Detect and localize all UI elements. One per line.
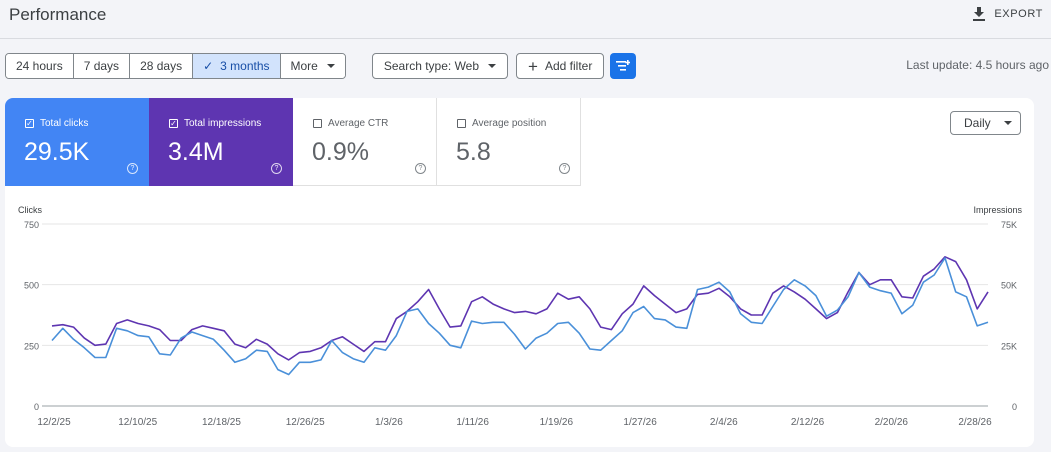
range-28-days-button[interactable]: 28 days — [130, 54, 194, 78]
range-more-button[interactable]: More — [280, 54, 345, 78]
left-axis-tick-label: 0 — [34, 402, 39, 412]
left-axis-tick-label: 250 — [24, 341, 39, 351]
metric-label-row: ✓ Total clicks — [25, 118, 88, 129]
right-axis-tick-label: 75K — [1001, 220, 1017, 230]
metric-average-ctr-value: 0.9% — [312, 138, 369, 166]
x-axis-tick-label: 12/10/25 — [118, 417, 157, 428]
help-icon[interactable]: ? — [415, 163, 426, 174]
add-filter-label: Add filter — [544, 59, 593, 73]
metric-total-clicks-label: Total clicks — [40, 118, 89, 129]
performance-card: ✓ Total clicks 29.5K ? ✓ Total impressio… — [5, 98, 1034, 447]
plus-icon: + — [528, 56, 538, 76]
right-axis-tick-label: 25K — [1001, 341, 1017, 351]
range-more-label: More — [290, 59, 318, 73]
granularity-label: Daily — [964, 116, 991, 130]
checkbox-unchecked-icon[interactable] — [457, 119, 466, 128]
help-icon[interactable]: ? — [127, 163, 138, 174]
dropdown-caret-icon — [488, 64, 497, 68]
filter-list-button[interactable] — [610, 53, 637, 79]
range-24-hours-button[interactable]: 24 hours — [6, 54, 74, 78]
range-24-hours-label: 24 hours — [16, 59, 63, 73]
performance-chart: 750 75K 500 50K 250 25K 0 0 Clicks Impressions 12/… — [18, 205, 1023, 428]
help-icon[interactable]: ? — [271, 163, 282, 174]
export-label: EXPORT — [994, 8, 1043, 20]
x-axis-tick-label: 12/18/25 — [202, 417, 241, 428]
series-line-total-clicks — [51, 257, 989, 376]
range-3-months-button[interactable]: ✓ 3 months — [193, 54, 281, 78]
checkbox-checked-icon[interactable]: ✓ — [169, 118, 178, 128]
metric-label-row: Average position — [457, 118, 546, 129]
checkbox-unchecked-icon[interactable] — [313, 119, 322, 128]
metric-average-position[interactable]: Average position 5.8 ? — [437, 98, 581, 186]
metric-average-position-label: Average position — [472, 118, 547, 129]
metric-average-ctr[interactable]: Average CTR 0.9% ? — [293, 98, 437, 186]
x-axis-tick-label: 2/12/26 — [791, 417, 825, 428]
range-7-days-label: 7 days — [83, 59, 120, 73]
metric-total-clicks-value: 29.5K — [24, 138, 90, 166]
page-title: Performance — [9, 5, 107, 24]
metric-average-position-value: 5.8 — [456, 138, 491, 166]
range-7-days-button[interactable]: 7 days — [73, 54, 131, 78]
x-axis-tick-label: 2/28/26 — [958, 417, 992, 428]
series-line-total-impressions — [51, 256, 989, 361]
range-28-days-label: 28 days — [140, 59, 183, 73]
metric-label-row: ✓ Total impressions — [169, 118, 261, 129]
download-icon — [973, 7, 986, 21]
check-icon: ✓ — [203, 59, 214, 73]
x-axis-tick-label: 12/2/25 — [37, 417, 71, 428]
checkbox-checked-icon[interactable]: ✓ — [25, 118, 34, 128]
x-axis-tick-label: 12/26/25 — [286, 417, 325, 428]
add-filter-button[interactable]: + Add filter — [516, 53, 605, 79]
filter-list-icon — [616, 60, 631, 71]
dropdown-caret-icon — [1003, 121, 1012, 125]
metric-total-impressions-value: 3.4M — [168, 138, 224, 166]
filter-row: 24 hours 7 days 28 days ✓ 3 months More … — [5, 53, 637, 79]
metric-total-impressions-label: Total impressions — [184, 118, 262, 129]
left-axis-tick-label: 500 — [24, 281, 39, 291]
top-bar: Performance EXPORT — [0, 0, 1051, 39]
metric-total-clicks[interactable]: ✓ Total clicks 29.5K ? — [5, 98, 149, 186]
date-range-selector: 24 hours 7 days 28 days ✓ 3 months More — [5, 53, 346, 79]
x-axis-tick-label: 2/4/26 — [710, 417, 738, 428]
last-update-text: Last update: 4.5 hours ago — [906, 58, 1049, 72]
x-axis-tick-label: 1/3/26 — [375, 417, 403, 428]
left-axis-title: Clicks — [18, 205, 42, 215]
search-type-dropdown[interactable]: Search type: Web — [371, 53, 509, 79]
right-axis-title: Impressions — [973, 205, 1022, 215]
range-3-months-label: 3 months — [220, 59, 270, 73]
x-axis-tick-label: 1/11/26 — [456, 417, 489, 428]
right-axis-tick-label: 0 — [1012, 402, 1017, 412]
granularity-dropdown[interactable]: Daily — [950, 111, 1021, 135]
left-axis-tick-label: 750 — [24, 220, 39, 230]
x-axis-tick-label: 1/19/26 — [540, 417, 574, 428]
dropdown-caret-icon — [326, 64, 335, 68]
metric-label-row: Average CTR — [313, 118, 388, 129]
search-type-label: Search type: Web — [383, 59, 480, 73]
metric-total-impressions[interactable]: ✓ Total impressions 3.4M ? — [149, 98, 293, 186]
export-button[interactable]: EXPORT — [972, 6, 1043, 22]
x-axis-tick-label: 2/20/26 — [875, 417, 909, 428]
x-axis-tick-label: 1/27/26 — [623, 417, 657, 428]
metric-average-ctr-label: Average CTR — [328, 118, 389, 129]
right-axis-tick-label: 50K — [1001, 281, 1017, 291]
help-icon[interactable]: ? — [559, 163, 570, 174]
